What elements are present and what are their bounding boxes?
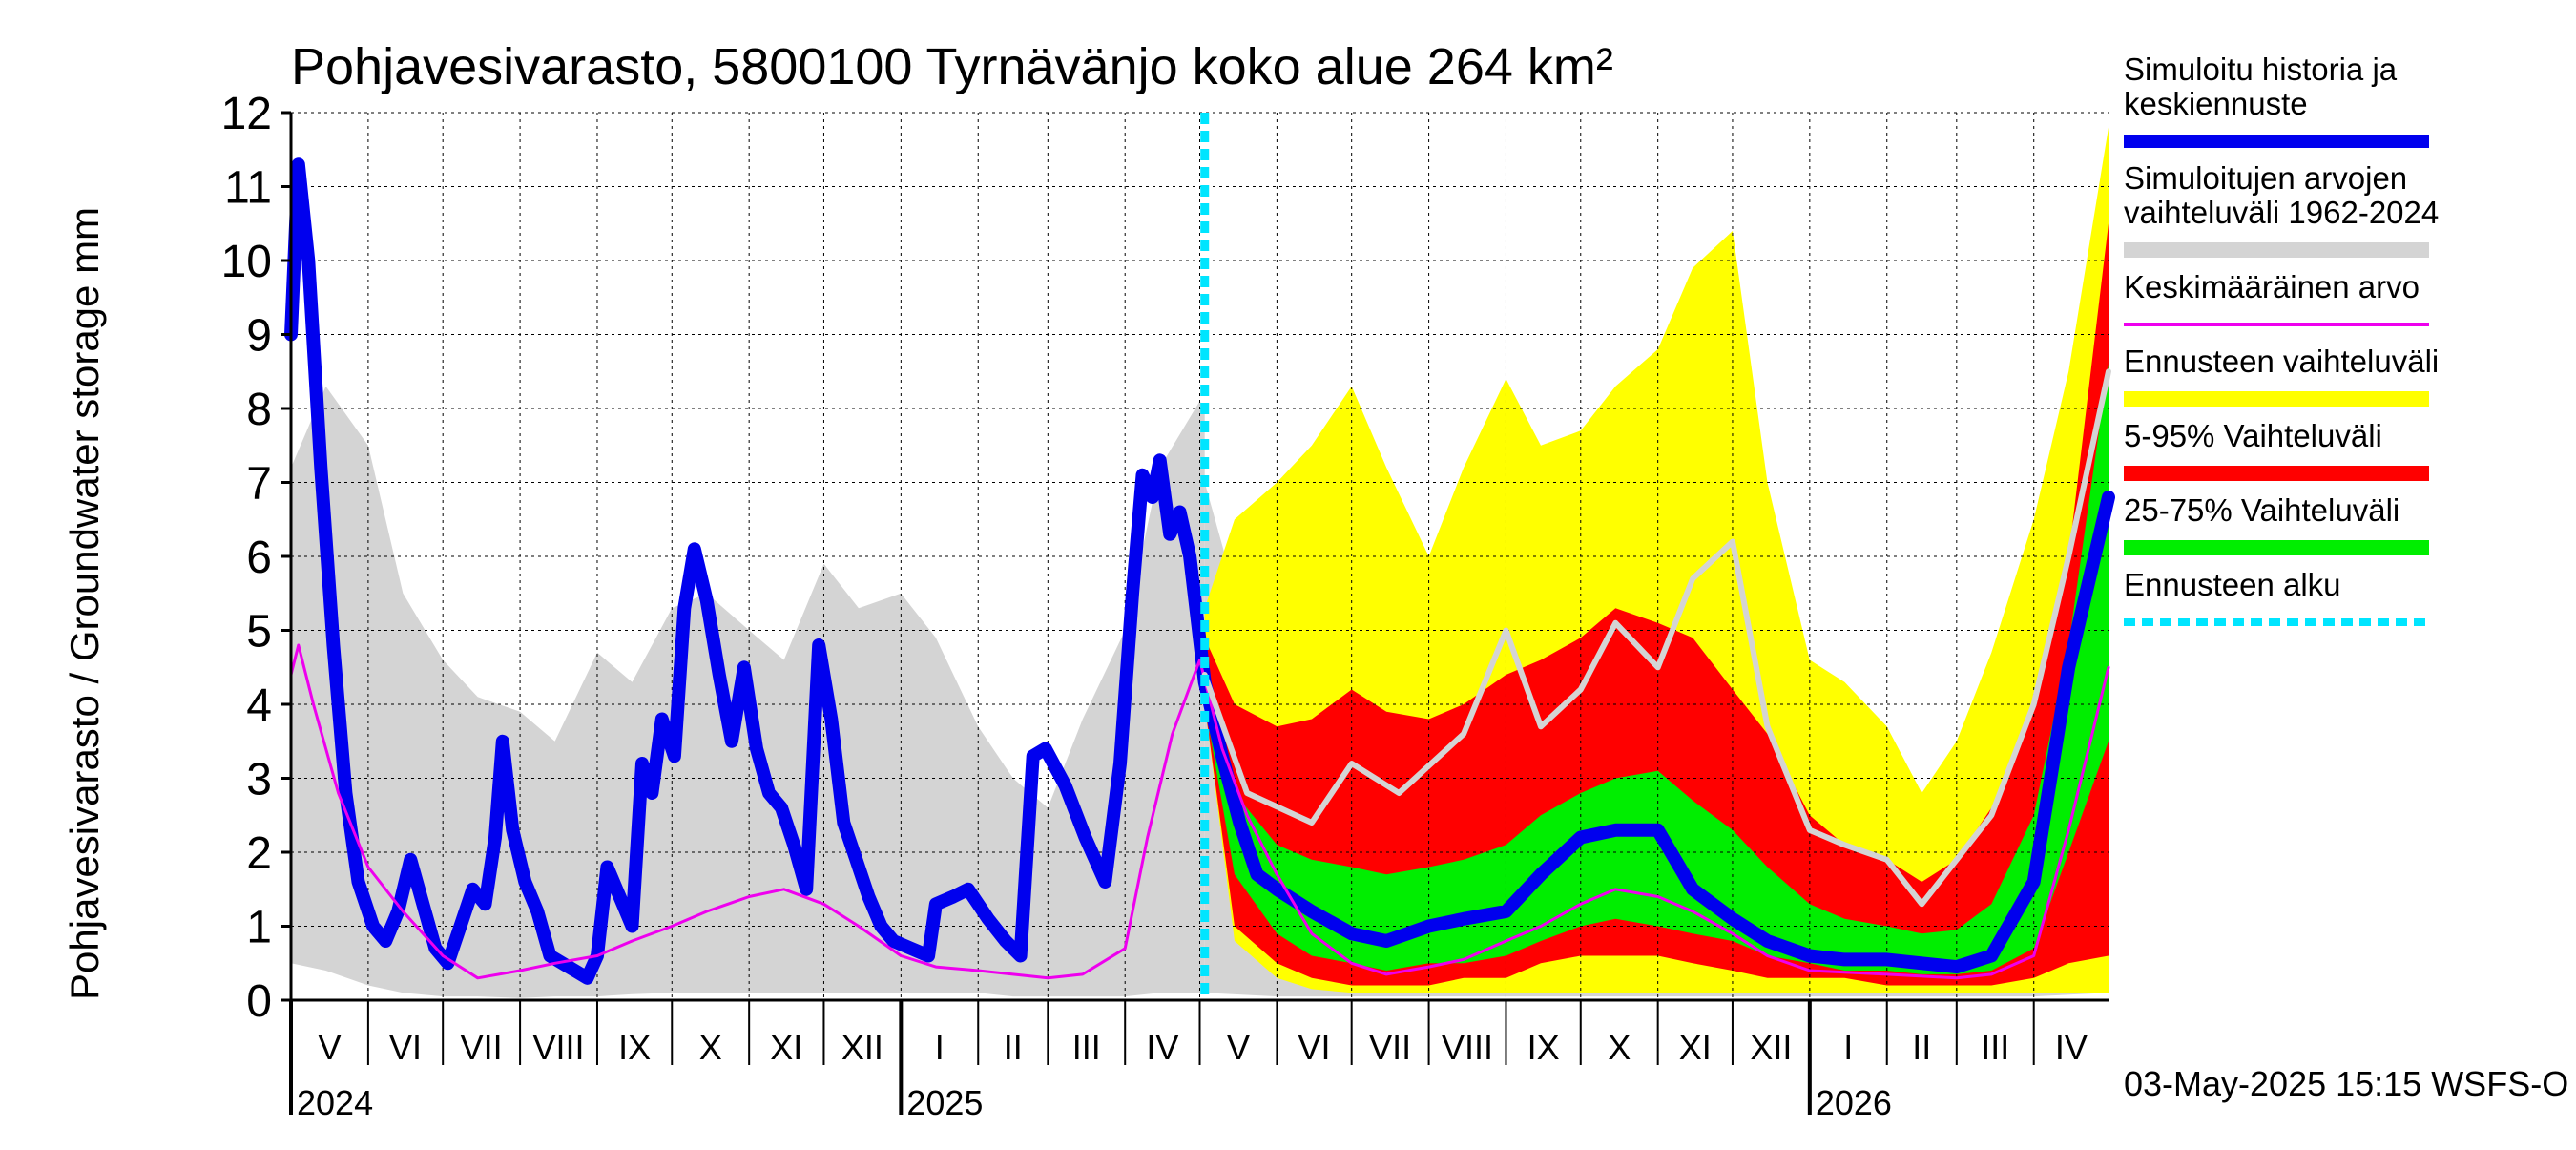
x-year-label: 2025 — [906, 1083, 983, 1122]
chart-title: Pohjavesivarasto, 5800100 Tyrnävänjo kok… — [291, 38, 1613, 95]
y-tick-label: 8 — [246, 385, 272, 435]
y-tick-label: 4 — [246, 680, 272, 731]
y-tick-label: 12 — [221, 89, 272, 139]
series-line-0 — [284, 157, 2115, 985]
y-axis-label: Pohjavesivarasto / Groundwater storage m… — [62, 207, 107, 1000]
y-tick-label: 11 — [224, 163, 272, 214]
x-month-label: IV — [2055, 1028, 2088, 1067]
x-year-label: 2024 — [297, 1083, 373, 1122]
x-month-label: III — [1981, 1028, 2009, 1067]
legend-label-0: keskiennuste — [2124, 86, 2308, 121]
series-line-2 — [1201, 368, 2111, 908]
x-month-label: IX — [618, 1028, 651, 1067]
x-month-label: VI — [1298, 1028, 1331, 1067]
legend-label-4: 5-95% Vaihteluväli — [2124, 418, 2382, 453]
y-tick-label: 0 — [246, 976, 272, 1027]
line-layer — [284, 113, 2115, 1000]
x-month-label: VII — [461, 1028, 503, 1067]
x-month-label: XI — [770, 1028, 802, 1067]
legend-label-0: Simuloitu historia ja — [2124, 52, 2398, 87]
legend-label-6: Ennusteen alku — [2124, 567, 2341, 602]
x-month-label: V — [1227, 1028, 1250, 1067]
x-month-label: IX — [1527, 1028, 1560, 1067]
legend-label-3: Ennusteen vaihteluväli — [2124, 344, 2439, 379]
legend-label-1: Simuloitujen arvojen — [2124, 160, 2407, 196]
legend-label-5: 25-75% Vaihteluväli — [2124, 492, 2399, 528]
y-tick-label: 7 — [246, 459, 272, 510]
x-month-label: XI — [1679, 1028, 1712, 1067]
y-tick-label: 10 — [221, 237, 272, 287]
x-month-label: VIII — [1442, 1028, 1493, 1067]
x-month-label: X — [699, 1028, 722, 1067]
y-tick-label: 5 — [246, 607, 272, 658]
y-tick-label: 1 — [246, 903, 272, 953]
band-area-3 — [1204, 223, 2109, 986]
x-month-label: VII — [1369, 1028, 1411, 1067]
axes-layer — [281, 111, 2109, 1115]
x-month-label: III — [1072, 1028, 1101, 1067]
y-tick-label: 3 — [246, 755, 272, 805]
series-line-1 — [289, 643, 2110, 980]
x-month-label: IV — [1146, 1028, 1178, 1067]
legend-label-2: Keskimääräinen arvo — [2124, 269, 2420, 304]
y-tick-label: 2 — [246, 828, 272, 879]
x-month-label: I — [935, 1028, 945, 1067]
x-month-label: XII — [841, 1028, 883, 1067]
legend-label-1: vaihteluväli 1962-2024 — [2124, 195, 2439, 230]
x-month-label: VI — [389, 1028, 422, 1067]
footer-timestamp: 03-May-2025 15:15 WSFS-O — [2124, 1064, 2568, 1103]
x-month-label: X — [1608, 1028, 1631, 1067]
y-tick-label: 9 — [246, 311, 272, 362]
x-month-label: V — [318, 1028, 341, 1067]
grid-layer — [291, 112, 2109, 1000]
x-month-label: XII — [1750, 1028, 1792, 1067]
x-year-label: 2026 — [1816, 1083, 1892, 1122]
x-month-label: II — [1004, 1028, 1023, 1067]
x-month-label: VIII — [533, 1028, 585, 1067]
x-month-label: II — [1912, 1028, 1931, 1067]
y-tick-label: 6 — [246, 533, 272, 583]
x-month-label: I — [1843, 1028, 1853, 1067]
